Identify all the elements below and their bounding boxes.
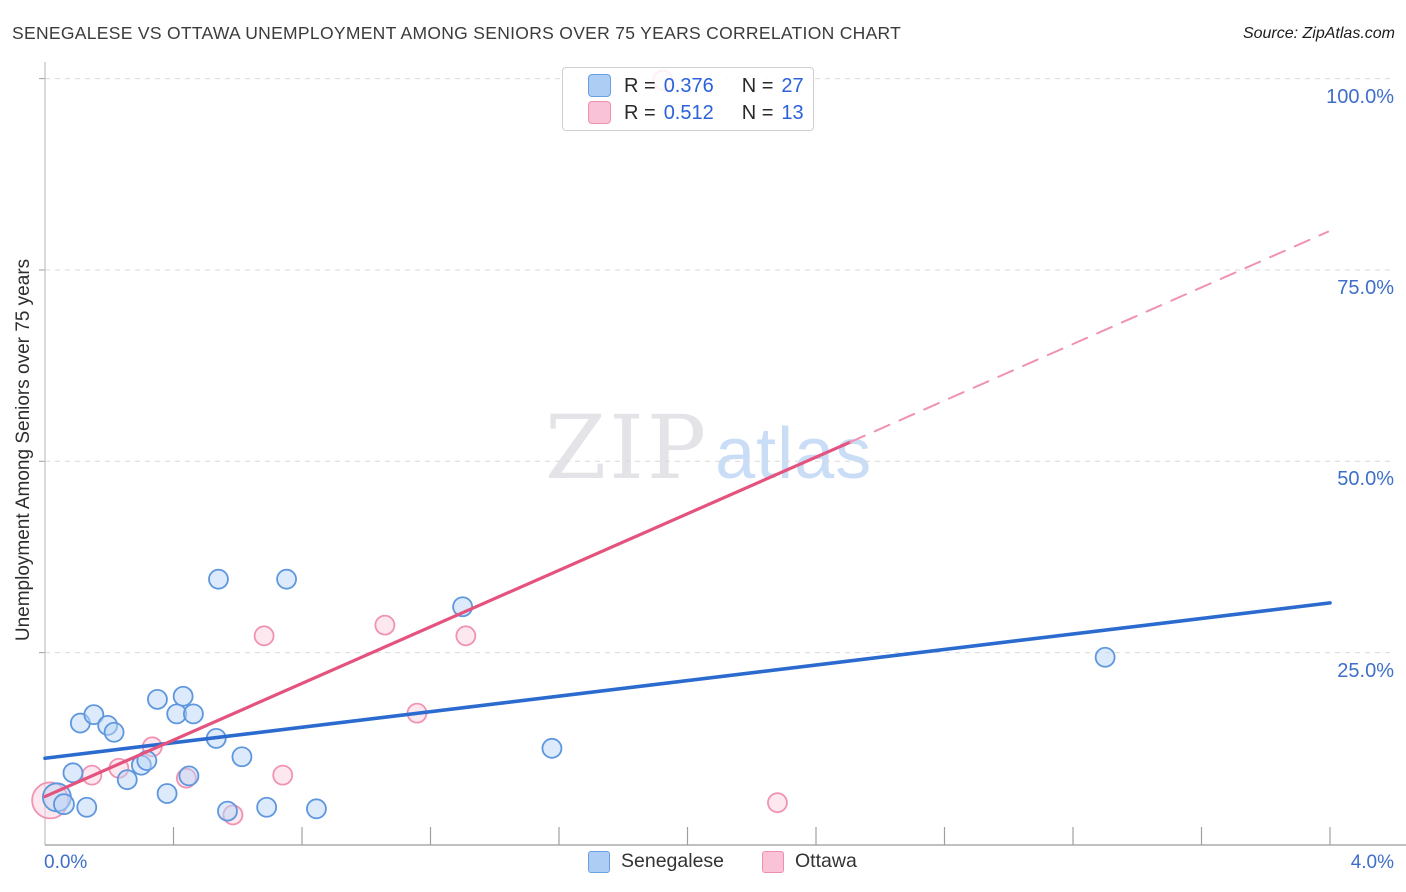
series-legend-item-senegalese: Senegalese [588, 850, 724, 873]
senegalese-point [208, 568, 229, 590]
ottawa-series-label: Ottawa [795, 850, 857, 872]
senegalese-point [53, 793, 75, 816]
senegalese-swatch [588, 850, 610, 873]
senegalese-legend-swatch [588, 74, 611, 97]
ottawa-trendline-solid [43, 440, 852, 799]
ottawa-point [767, 792, 788, 814]
senegalese-point [156, 783, 178, 804]
legend-row-senegalese: R = 0.376 N = 27 [588, 74, 813, 98]
n-label: N = [741, 101, 774, 124]
y-axis-label-75: 75.0% [1337, 276, 1394, 299]
ottawa-point [455, 625, 477, 647]
watermark-atlas-text: atlas [715, 414, 873, 494]
senegalese-point [147, 688, 168, 710]
senegalese-point [306, 798, 327, 820]
series-legend-item-ottawa: Ottawa [762, 850, 857, 873]
correlation-legend-box: R = 0.376 N = 27 R = 0.512 N = 13 [562, 67, 814, 131]
source-label: Source: ZipAtlas.com [1242, 25, 1395, 42]
senegalese-series-label: Senegalese [621, 850, 725, 872]
senegalese-point [62, 762, 84, 784]
senegalese-point [83, 704, 105, 726]
senegalese-point [116, 769, 138, 791]
y-axis-label-25: 25.0% [1337, 659, 1394, 682]
legend-row-ottawa: R = 0.512 N = 13 [588, 101, 813, 125]
r-label: R = [624, 74, 656, 97]
senegalese-point [178, 765, 200, 787]
senegalese-point [276, 568, 297, 590]
senegalese-point [1094, 646, 1116, 668]
n-value-senegalese: 27 [781, 74, 804, 97]
x-axis-label-min: 0.0% [44, 852, 88, 873]
ottawa-point [253, 625, 275, 647]
ottawa-point [374, 614, 396, 636]
senegalese-point [183, 703, 204, 725]
n-value-ottawa: 13 [781, 101, 804, 124]
ottawa-swatch [762, 850, 785, 873]
series-legend: Senegalese Ottawa [588, 850, 857, 873]
y-axis-title: Unemployment Among Seniors over 75 years [13, 258, 34, 642]
senegalese-point [76, 796, 98, 818]
watermark-zip-text: ZIP [545, 396, 710, 499]
r-value-senegalese: 0.376 [663, 74, 714, 97]
x-axis-label-max: 4.0% [1350, 852, 1394, 873]
senegalese-point [103, 721, 125, 743]
watermark: ZIP atlas [545, 404, 872, 492]
senegalese-point [541, 737, 563, 759]
senegalese-point [217, 800, 238, 822]
ottawa-point [272, 764, 294, 786]
ottawa-legend-swatch [588, 101, 611, 124]
y-axis-label-50: 50.0% [1337, 468, 1394, 491]
ottawa-trendline-dashed [849, 230, 1330, 444]
senegalese-point [231, 746, 253, 768]
senegalese-point [172, 685, 194, 707]
r-value-ottawa: 0.512 [663, 101, 714, 124]
page-title: SENEGALESE VS OTTAWA UNEMPLOYMENT AMONG … [12, 23, 902, 43]
r-label: R = [624, 101, 656, 124]
n-label: N = [741, 74, 774, 97]
senegalese-point [256, 796, 278, 818]
senegalese-trendline-solid [43, 601, 1332, 761]
y-axis-label-100: 100.0% [1326, 85, 1394, 108]
